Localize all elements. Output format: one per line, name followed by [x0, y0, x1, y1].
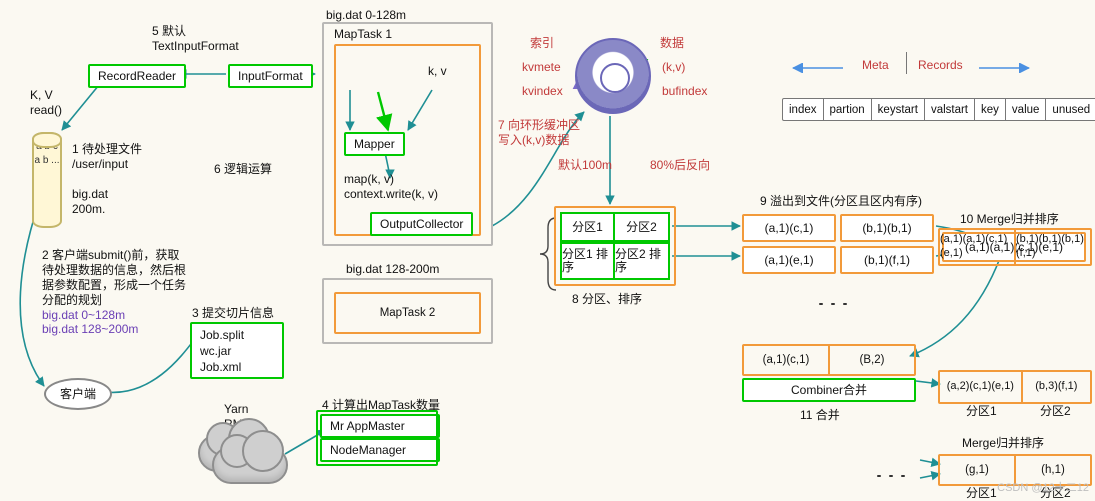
pairs-r2c2: (b,1)(f,1): [840, 246, 934, 274]
step10-label: 10 Merge归并排序: [960, 212, 1059, 227]
final2: (h,1): [1016, 456, 1090, 484]
buf-cell-unused: unused: [1046, 99, 1095, 120]
ring-buffer: [575, 38, 651, 114]
pairs-r2c1: (a,1)(e,1): [742, 246, 836, 274]
buf-cell-index: index: [783, 99, 824, 120]
merge-wrap: (a,1)(a,1)(c,1)(e,1) (b,1)(b,1)(b,1)(f,1…: [938, 228, 1092, 266]
maptask2-title: big.dat 128-200m: [346, 262, 439, 277]
cylinder-text: a b c a b ...: [34, 140, 60, 168]
client-oval: 客户端: [44, 378, 112, 410]
kv-pair-label: (k,v): [662, 60, 685, 75]
final1: (g,1): [940, 456, 1016, 484]
maptask1-title: big.dat 0-128m: [326, 8, 406, 23]
split-range-2: big.dat 128~200m: [42, 322, 138, 337]
bufindex-label: bufindex: [662, 84, 707, 99]
part1-sort: 分区1 排序: [562, 244, 615, 278]
part1-lbl-2: 分区1: [966, 486, 997, 501]
ring-data-label: 数据: [660, 36, 684, 51]
maptask2-label: MapTask 2: [380, 306, 436, 320]
mapper-box: Mapper: [344, 132, 405, 156]
combiner-out-wrap: (a,2)(c,1)(e,1) (b,3)(f,1): [938, 370, 1092, 404]
step7-label: 7 向环形缓冲区 写入(k,v)数据: [498, 118, 580, 148]
buf-cell-partion: partion: [824, 99, 872, 120]
kvindex-label: kvindex: [522, 84, 563, 99]
kvmete-label: kvmete: [522, 60, 561, 75]
input-format-box: InputFormat: [228, 64, 313, 88]
meta-divider: [906, 52, 907, 74]
after80-label: 80%后反向: [650, 158, 710, 173]
output-collector-box: OutputCollector: [370, 212, 473, 236]
buf-cell-valstart: valstart: [925, 99, 975, 120]
client-label: 客户端: [60, 387, 96, 402]
kv-label: k, v: [428, 64, 447, 79]
records-arrow: [974, 62, 1034, 72]
yarn-box-wrap: [316, 410, 438, 466]
pairs-r1c1: (a,1)(c,1): [742, 214, 836, 242]
maptask2-inner: MapTask 2: [334, 292, 481, 334]
combiner-in2: (B,2): [830, 346, 914, 374]
combiner-box: Combiner合并: [742, 378, 916, 402]
records-label: Records: [918, 58, 963, 73]
part2-lbl: 分区2: [1040, 404, 1071, 419]
jobfiles-box: Job.split wc.jar Job.xml: [190, 322, 284, 379]
pairs-r1c2: (b,1)(b,1): [840, 214, 934, 242]
partition-row1: 分区1 分区2: [560, 212, 670, 242]
record-reader-box: RecordReader: [88, 64, 186, 88]
combiner-out1: (a,2)(c,1)(e,1): [940, 372, 1023, 402]
meta-arrow: [788, 62, 848, 72]
split-range-1: big.dat 0~128m: [42, 308, 125, 323]
part1: 分区1: [562, 214, 615, 240]
step3-label: 3 提交切片信息: [192, 306, 274, 321]
combiner-in-wrap: (a,1)(c,1) (B,2): [742, 344, 916, 376]
buffer-table: indexpartionkeystartvalstartkeyvalueunus…: [782, 98, 1095, 121]
part1-lbl: 分区1: [966, 404, 997, 419]
mapper-code: map(k, v) context.write(k, v): [344, 172, 438, 202]
combiner-out2: (b,3)(f,1): [1023, 372, 1090, 402]
combiner-in1: (a,1)(c,1): [744, 346, 830, 374]
default100-label: 默认100m: [558, 158, 612, 173]
ring-index-label: 索引: [530, 36, 554, 51]
merge2: (b,1)(b,1)(b,1)(f,1): [1016, 230, 1090, 264]
step9-label: 9 溢出到文件(分区且区内有序): [760, 194, 922, 209]
merge1: (a,1)(a,1)(c,1)(e,1): [940, 230, 1016, 264]
step5-label: 5 默认 TextInputFormat: [152, 24, 239, 54]
kv-read-label: K, V read(): [30, 88, 62, 118]
part2: 分区2: [615, 214, 668, 240]
step1-label: 1 待处理文件 /user/input big.dat 200m.: [72, 142, 142, 217]
watermark: CSDN @12十二12: [997, 482, 1089, 496]
maptask1-label: MapTask 1: [334, 27, 392, 42]
input-cylinder: a b c a b ...: [32, 132, 62, 228]
buf-cell-value: value: [1006, 99, 1047, 120]
meta-label: Meta: [862, 58, 889, 73]
yarn-cloud-front: [212, 446, 288, 484]
part2-sort: 分区2 排序: [615, 244, 668, 278]
step2-label: 2 客户端submit()前，获取 待处理数据的信息，然后根 据参数配置，形成一…: [42, 248, 202, 308]
merge-sort-label: Merge归并排序: [962, 436, 1044, 451]
step6-label: 6 逻辑运算: [214, 162, 272, 177]
partition-row2: 分区1 排序 分区2 排序: [560, 242, 670, 280]
buf-cell-key: key: [975, 99, 1006, 120]
buf-cell-keystart: keystart: [872, 99, 925, 120]
step8-label: 8 分区、排序: [572, 292, 642, 307]
step11-label: 11 合并: [800, 408, 840, 423]
ring-hub: [600, 63, 630, 93]
